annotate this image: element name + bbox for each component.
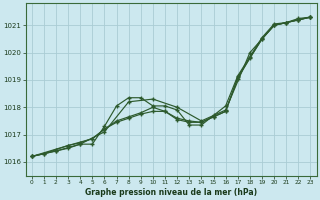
X-axis label: Graphe pression niveau de la mer (hPa): Graphe pression niveau de la mer (hPa): [85, 188, 257, 197]
